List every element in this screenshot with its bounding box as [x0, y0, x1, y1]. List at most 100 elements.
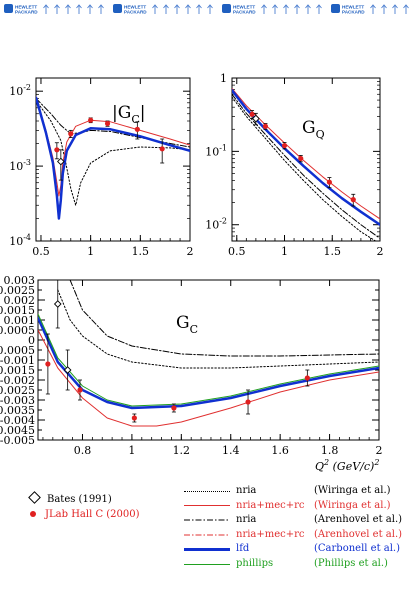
hp-logo-icon — [113, 4, 122, 13]
up-arrow-icon — [261, 4, 267, 14]
solid-line-icon — [184, 505, 230, 507]
legend-model-ref: (Wiringa et al.) — [314, 499, 391, 511]
y-tick-exponent: -1 — [219, 143, 227, 152]
bates-data-point — [63, 366, 72, 374]
y-tick-base: 10 — [9, 160, 23, 173]
y-tick-label: 0 — [28, 334, 35, 347]
y-tick-exponent: -4 — [23, 233, 31, 242]
y-tick-label: 10-4 — [9, 233, 31, 248]
series-line-nria-arenhovel — [232, 93, 380, 239]
hp-logo-icon — [4, 4, 13, 13]
jlab-data-point — [304, 375, 310, 381]
panel-title-subscript: Q — [316, 128, 325, 141]
legend-model-ref: (Arenhovel et al.) — [314, 528, 403, 540]
y-tick-label: -0.002 — [0, 374, 35, 387]
legend-model-ref: (Arenhovel et al.) — [314, 514, 403, 526]
legend-nria-wiringa: nria (Wiringa et al.) — [184, 484, 402, 499]
hp-brand-line1: HEWLETT — [15, 5, 37, 10]
y-tick-label: 10-2 — [9, 83, 31, 98]
x-tick-label: 1.8 — [321, 444, 339, 457]
up-arrow-icon — [316, 4, 322, 14]
hp-brand-line2: PACKARD — [15, 10, 38, 15]
series-line-lfd-carbonell — [36, 96, 190, 220]
y-tick-label: 10-2 — [205, 217, 227, 232]
hp-brand-line2: PACKARD — [233, 10, 256, 15]
legend-bates: Bates (1991) — [28, 491, 140, 507]
series-group — [38, 280, 379, 427]
up-arrow-icon — [392, 4, 398, 14]
plot-frame — [37, 279, 380, 441]
series-line-lfd-carbonell — [232, 89, 380, 226]
legend-nria-mec-rc-wiringa: nria+mec+rc (Wiringa et al.) — [184, 499, 402, 514]
series-line-nria-mec-rc-wiringa — [38, 329, 379, 427]
series-line-nria-mec-rc-wiringa — [232, 88, 380, 220]
panel-title-gq: GQ — [302, 118, 325, 141]
up-arrow-icon — [370, 4, 376, 14]
up-arrow-icon — [43, 4, 49, 14]
jlab-data-point — [54, 147, 60, 153]
y-tick-label: 0.003 — [4, 274, 36, 287]
x-tick-label: 1 — [128, 444, 135, 457]
bates-data-point — [252, 114, 260, 123]
chart-gc_abs: 0.5 1 1.5 210-210-310-4|GC| — [9, 77, 194, 258]
legend-model-ref: (Wiringa et al.) — [314, 485, 391, 496]
jlab-data-point — [134, 126, 140, 132]
x-tick-label: 1.2 — [173, 444, 191, 457]
up-arrow-icon — [305, 4, 311, 14]
jlab-data-point — [262, 123, 269, 129]
x-tick-label: 1.5 — [324, 245, 342, 258]
x-axis-label-unit-sup: 2 — [373, 458, 379, 467]
x-tick-label: 1.4 — [222, 444, 240, 457]
jlab-data-point — [171, 405, 177, 411]
x-tick-label: 1 — [281, 245, 288, 258]
jlab-data-point — [249, 111, 255, 117]
jlab-data-point — [88, 117, 94, 123]
x-tick-label: 0.5 — [228, 245, 246, 258]
up-arrow-icon — [403, 4, 409, 14]
y-tick-label: 10-3 — [9, 158, 31, 173]
legend-jlab: JLab Hall C (2000) — [30, 507, 140, 522]
jlab-data-point — [68, 131, 74, 137]
legend-bates-label: Bates (1991) — [47, 494, 112, 505]
up-arrow-icon — [294, 4, 300, 14]
dash-dot-line-icon — [184, 534, 230, 536]
y-tick-exponent: -3 — [23, 158, 31, 167]
y-tick-label: -0.0005 — [0, 344, 35, 357]
jlab-data-point — [104, 120, 111, 127]
hp-brand-line1: HEWLETT — [124, 5, 146, 10]
series-line-nria-wiringa — [36, 100, 190, 206]
plot-frame — [231, 77, 381, 242]
up-arrow-icon — [185, 4, 191, 14]
x-tick-label: 1.6 — [271, 444, 289, 457]
up-arrow-icon — [98, 4, 104, 14]
jlab-data-point — [298, 155, 304, 162]
y-tick-label: -0.005 — [0, 434, 35, 447]
legend-nria-arenhovel: nria (Arenhovel et al.) — [184, 513, 402, 528]
up-arrow-icon — [207, 4, 213, 14]
jlab-data-point — [159, 146, 165, 152]
y-tick-base: 10 — [205, 219, 219, 232]
x-tick-label: 1.5 — [132, 245, 150, 258]
legend-nria-mec-rc-arenhovel: nria+mec+rc (Arenhovel et al.) — [184, 528, 402, 543]
x-tick-label: 2 — [187, 245, 194, 258]
series-line-phillips — [38, 313, 379, 407]
panel-title-main: G — [302, 118, 316, 138]
y-tick-label: -0.0035 — [0, 404, 35, 417]
panel-title-gc_abs: |GC| — [112, 103, 145, 126]
jlab-data-point — [45, 361, 51, 367]
x-axis-label: Q2 (GeV/c)2 — [315, 458, 379, 473]
panel-title-gc: GC — [176, 313, 198, 336]
legend-model-ref: (Carbonell et al.) — [314, 543, 401, 555]
jlab-data-point — [131, 415, 137, 421]
legend-model-name: phillips — [236, 557, 274, 569]
up-arrow-icon — [196, 4, 202, 14]
bates-data-point — [57, 157, 65, 166]
up-arrow-icon — [381, 4, 387, 14]
series-line-nria-arenhovel — [69, 280, 379, 357]
